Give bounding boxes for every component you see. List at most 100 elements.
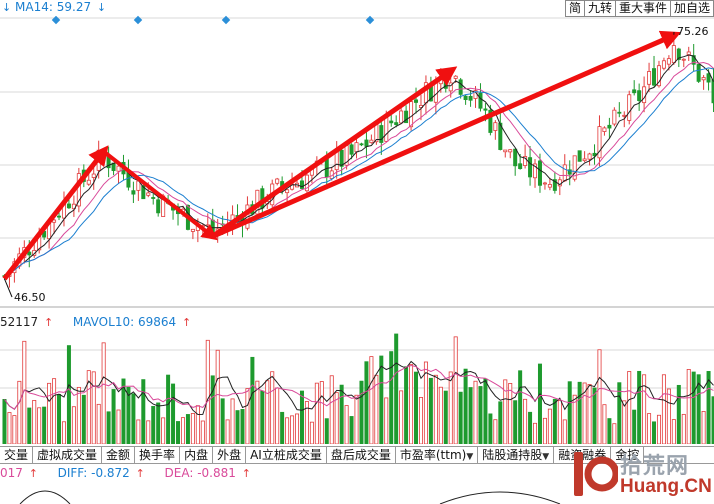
major-events-button[interactable]: 重大事件 [614, 0, 670, 17]
volume-bar [230, 398, 235, 444]
simple-button[interactable]: 简 [564, 0, 584, 17]
candle-body [602, 127, 607, 132]
down-arrow-icon: ↓ [96, 1, 107, 14]
volume-bar [270, 371, 275, 444]
candle-body [210, 219, 215, 234]
volume-bar [314, 382, 319, 444]
candle-body [652, 68, 657, 86]
tab-inner[interactable]: 内盘 [180, 447, 214, 463]
moving-average-line [4, 54, 714, 277]
jiuzhuan-button[interactable]: 九转 [583, 0, 615, 17]
volume-bar [7, 412, 12, 444]
volume-bar [180, 417, 185, 444]
tab-afterhours-volume[interactable]: 盘后成交量 [327, 447, 396, 463]
volume-bar [577, 381, 582, 444]
volume-bar [483, 378, 488, 444]
volume-bar [225, 419, 230, 444]
volume-bar [156, 402, 161, 444]
volume-bar [582, 382, 587, 444]
volume-bar [166, 374, 171, 444]
tab-pe-ttm[interactable]: 市盈率(ttm)▼ [396, 447, 479, 463]
candle-body [468, 95, 473, 101]
volume-bar [359, 380, 364, 444]
low-price-label: 46.50 [14, 291, 46, 304]
candle-body [76, 173, 81, 207]
candle-body [706, 73, 711, 83]
volume-bar [701, 411, 706, 444]
tab-turnover[interactable]: 换手率 [135, 447, 181, 463]
candle-body [681, 58, 686, 61]
volume-bar [394, 333, 399, 444]
candle-body [508, 149, 513, 153]
tab-volume[interactable]: 交量 [0, 447, 34, 463]
volume-bar [488, 413, 493, 444]
tab-ai-volume[interactable]: AI立桩成交量 [246, 447, 327, 463]
volume-bar [101, 342, 106, 444]
volume-bar [324, 418, 329, 444]
tab-amount[interactable]: 金额 [102, 447, 136, 463]
candle-body [409, 101, 414, 128]
volume-bar [280, 411, 285, 444]
candle-body [458, 79, 463, 95]
add-watchlist-button[interactable]: 加自选 [669, 0, 714, 17]
tab-jinkong[interactable]: 金控 [611, 447, 645, 463]
volume-bar [81, 394, 86, 444]
candle-body [607, 124, 612, 129]
volume-bar [691, 371, 696, 444]
volume-bar [671, 419, 676, 444]
volume-bar [47, 382, 52, 444]
ma14-value: MA14: 59.27 [15, 0, 92, 14]
candle-body [190, 228, 195, 232]
candle-body [349, 144, 354, 155]
volume-bar [290, 415, 295, 444]
volume-chart [0, 333, 714, 444]
candle-body [577, 150, 582, 162]
candle-body [671, 45, 676, 64]
candle-body [483, 108, 488, 111]
tab-northbound[interactable]: 陆股通持股▼ [478, 447, 555, 463]
volume-bar [607, 418, 612, 444]
volume-bar [681, 413, 686, 444]
candle-body [537, 160, 542, 186]
candle-body [582, 158, 587, 162]
volume-bar [562, 419, 567, 444]
low-pointer [4, 278, 13, 298]
volume-bar [295, 413, 300, 444]
candle-body [27, 251, 32, 256]
tab-virtual-volume[interactable]: 虚拟成交量 [33, 447, 103, 463]
event-marker-icon [51, 15, 61, 25]
candle-body [552, 179, 557, 191]
candle-body [567, 169, 572, 175]
volume-bar [195, 405, 200, 444]
candle-body [359, 143, 364, 146]
volume-bar [190, 413, 195, 444]
candle-body [622, 114, 627, 117]
candle-body [285, 189, 290, 194]
volume-bar [537, 363, 542, 444]
volume-bar [349, 416, 354, 444]
volume-bar [265, 380, 270, 444]
candle-body [86, 179, 91, 185]
tab-outer[interactable]: 外盘 [213, 447, 247, 463]
candle-body [691, 55, 696, 65]
candle-body [562, 164, 567, 182]
candle-body [632, 89, 637, 94]
volume-bar [676, 384, 681, 444]
candle-body [364, 139, 369, 147]
volume-bar [37, 407, 42, 444]
volume-bar [285, 417, 290, 444]
volume-bar [66, 345, 71, 444]
volume-bar [513, 400, 518, 444]
candle-body [116, 165, 121, 172]
candle-body [547, 184, 552, 188]
volume-bar [642, 374, 647, 444]
volume-bar [185, 414, 190, 444]
candle-body [389, 120, 394, 124]
volume-bar [656, 414, 661, 444]
up-arrow-icon: ↑ [181, 316, 192, 329]
candle-body [533, 163, 538, 179]
candle-body [414, 99, 419, 103]
volume-bar [518, 370, 523, 444]
volume-bar [706, 371, 711, 444]
trend-arrow [211, 30, 682, 239]
